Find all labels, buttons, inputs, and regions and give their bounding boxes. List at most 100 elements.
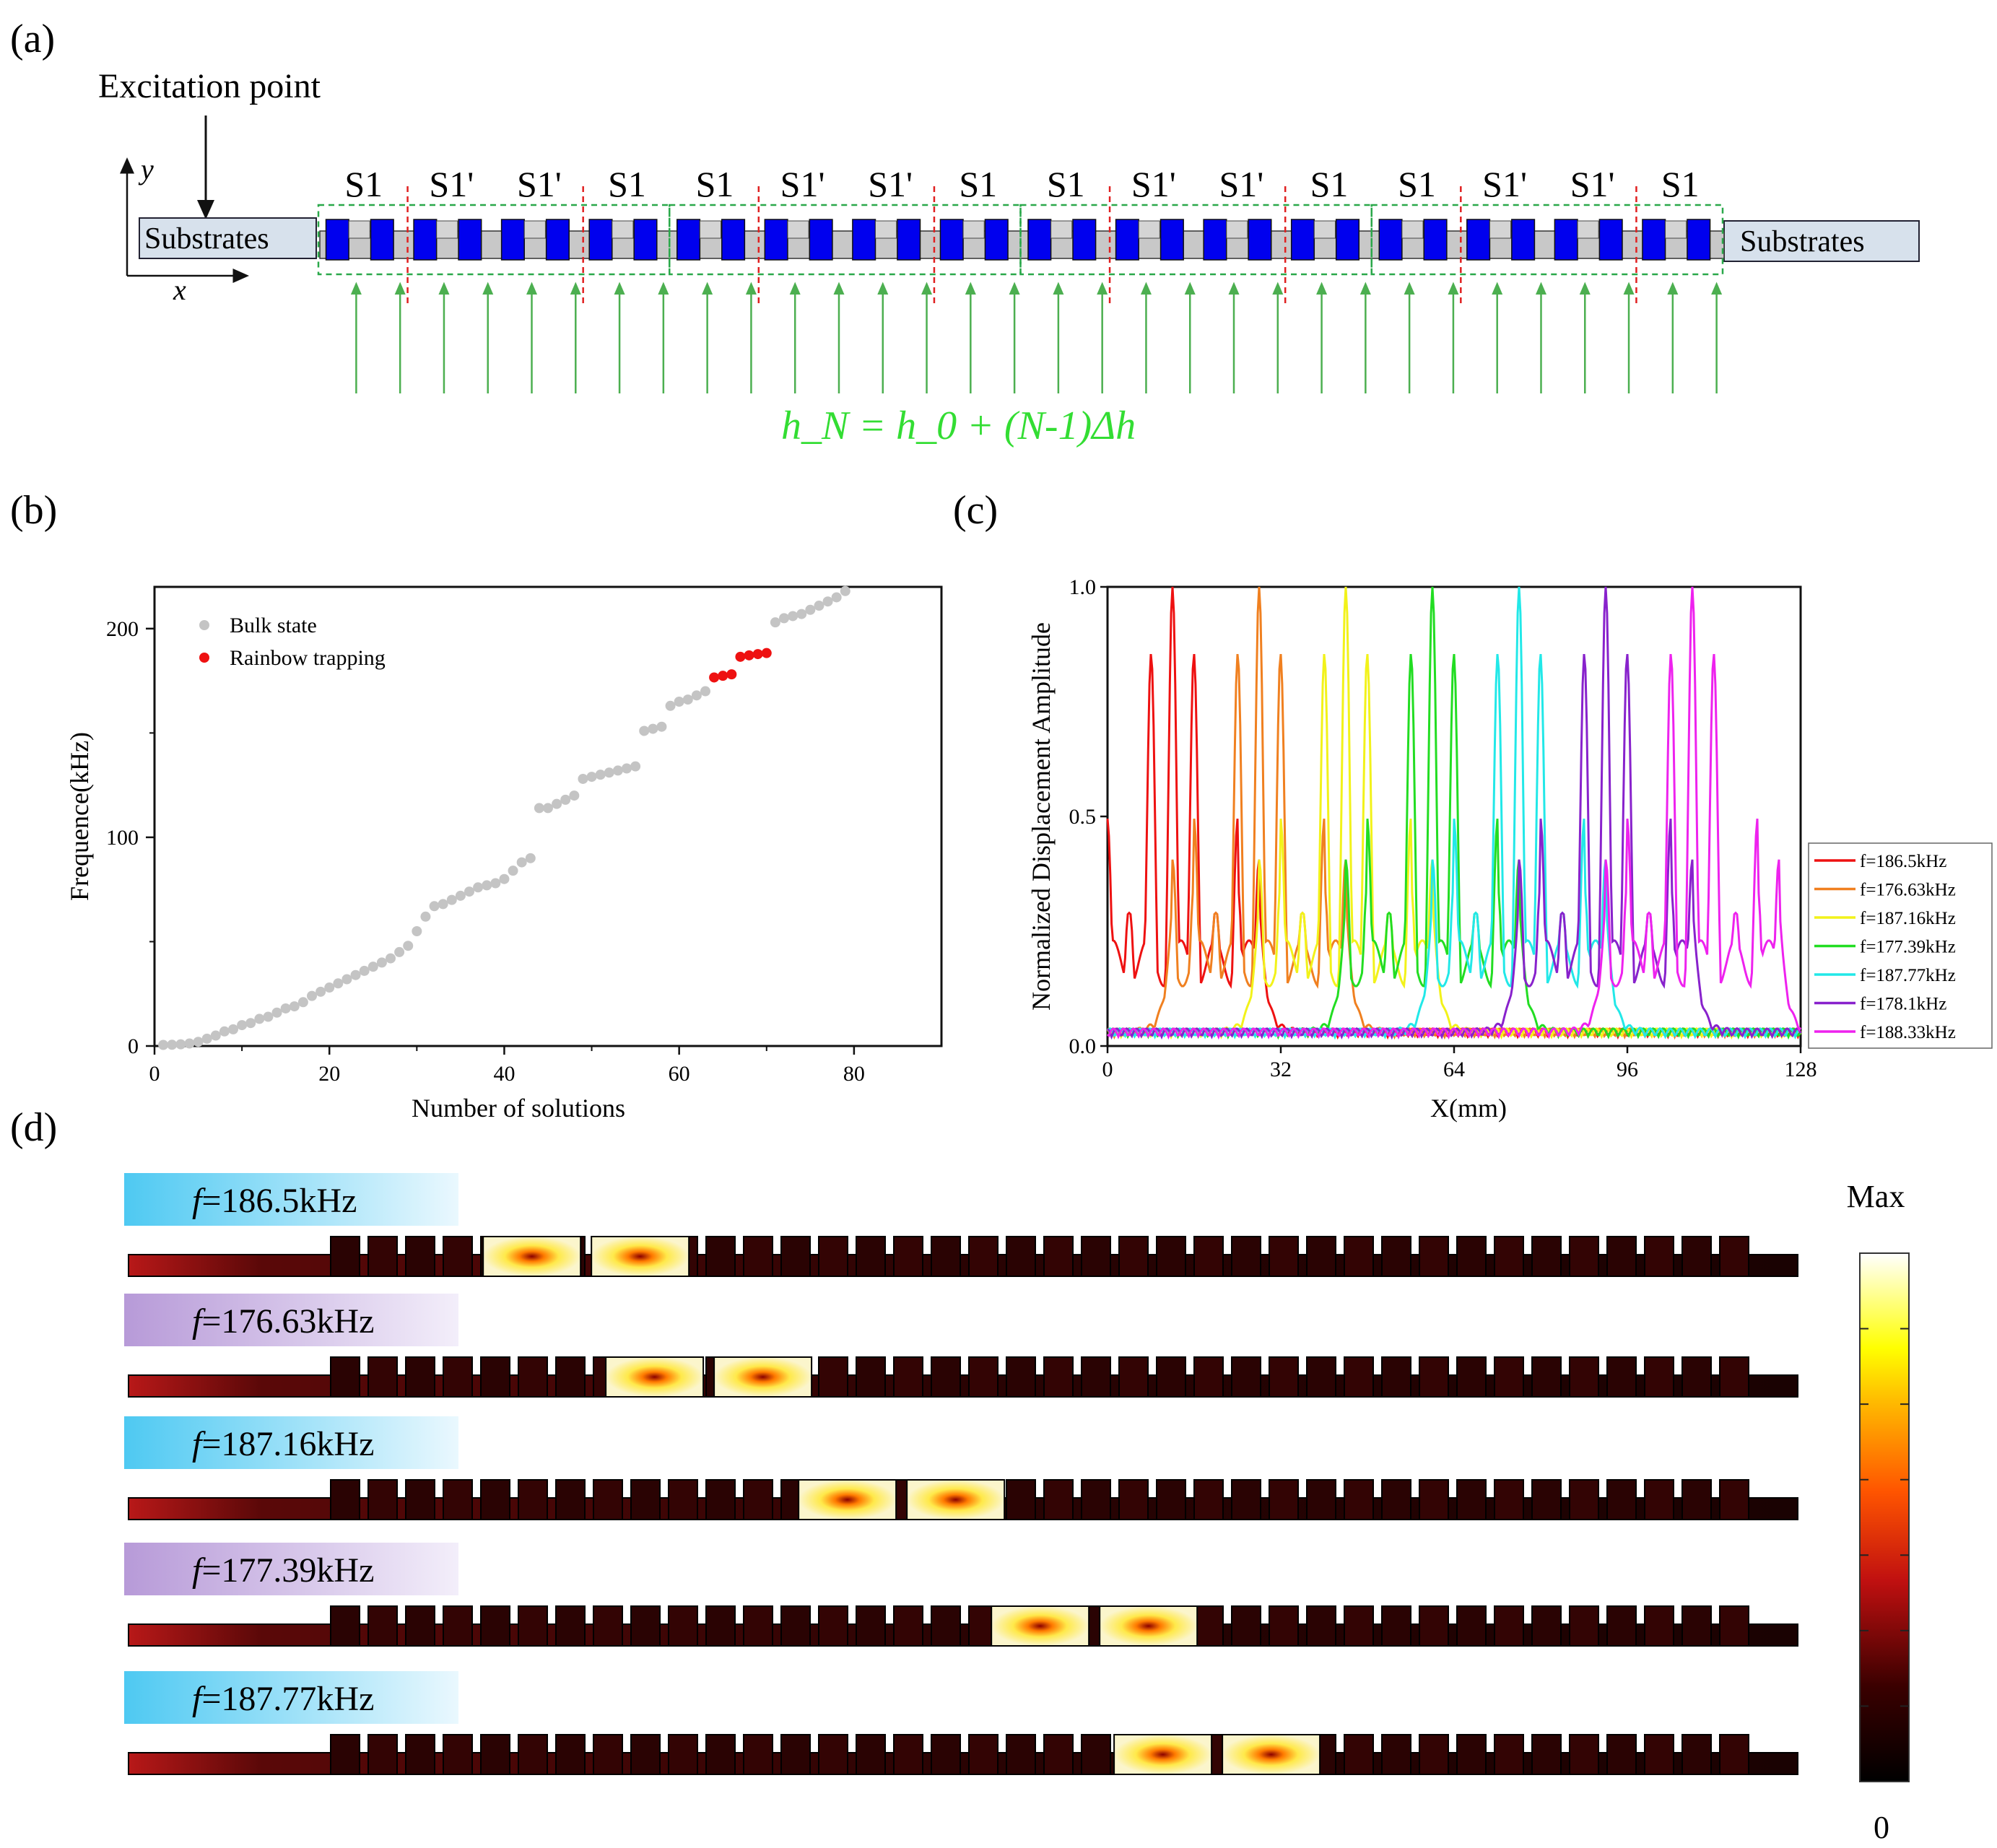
field-block [1531,1236,1562,1277]
bulk-point [280,1003,291,1014]
hot-region [1113,1734,1213,1775]
bulk-point [316,986,326,997]
substrate-left-label: Substrates [144,222,269,256]
field-block [593,1479,623,1520]
bulk-point [796,609,807,619]
hot-region [1222,1734,1321,1775]
field-block [405,1734,435,1775]
field-block [1269,1236,1299,1277]
stub [1665,220,1687,239]
field-block [405,1356,435,1398]
resonator-block [1248,219,1272,261]
field-block [1681,1479,1712,1520]
field-block [818,1356,848,1398]
resonator-block [458,219,482,261]
bulk-point [516,857,527,868]
substrate-right-label: Substrates [1740,225,1865,258]
field-block [593,1734,623,1775]
hot-region [991,1605,1090,1647]
bulk-point [350,969,361,980]
field-block [1456,1734,1487,1775]
frequency-tag: f=187.16kHz [192,1425,374,1463]
field-block [1156,1236,1186,1277]
stub [699,220,722,239]
field-block [893,1734,923,1775]
field-block [1419,1356,1449,1398]
field-block [443,1734,473,1775]
bulk-point [464,886,474,897]
field-block [630,1605,661,1647]
bulk-point [254,1014,265,1024]
field-block [367,1479,398,1520]
rainbow-point [709,672,720,683]
stub [1401,220,1424,239]
segment-label: S1' [1482,164,1527,204]
field-block [705,1605,736,1647]
rainbow-point [761,648,772,658]
bulk-point [228,1024,238,1034]
bulk-point [438,899,448,910]
segment-label: S1' [780,164,825,204]
field-block [1231,1236,1261,1277]
legend-c-entry: f=188.33kHz [1860,1023,1956,1042]
field-block [856,1605,886,1647]
field-block [1456,1236,1487,1277]
frequency-tag: f=187.77kHz [192,1680,374,1718]
segment-labels: S1 S1' S1' S1 S1 S1' S1' S1 S1 S1' S1' S1 S1 S1' S1' S1 [344,164,1699,204]
frequency-tag: f=176.63kHz [192,1302,374,1341]
field-block [931,1236,961,1277]
field-block [1494,1356,1524,1398]
bulk-point [674,697,684,707]
stub [348,220,370,239]
field-block [1006,1236,1036,1277]
field-block [480,1605,510,1647]
resonator-block [1423,219,1448,261]
hot-region [605,1356,705,1398]
field-block [555,1356,586,1398]
field-block [1569,1356,1599,1398]
colorbar: Max 0 [1847,1179,1910,1845]
bulk-point [525,853,536,863]
substrate-left [139,217,317,259]
bulk-point [622,763,632,774]
resonator-block [764,219,788,261]
stub [962,220,985,239]
field-block [443,1356,473,1398]
field-block [893,1356,923,1398]
field-block [1419,1479,1449,1520]
resonator-block [1554,219,1578,261]
field-block [367,1734,398,1775]
field-block [1193,1605,1224,1647]
x-tick-label: 32 [1270,1058,1292,1081]
resonator-block [897,219,921,261]
field-block [1344,1236,1374,1277]
bulk-point [482,880,492,891]
bulk-point [341,974,352,985]
field-block [443,1605,473,1647]
legend-c-entry: f=176.63kHz [1860,881,1956,900]
x-tick-label: 0 [149,1062,160,1086]
segment-label: S1 [1661,164,1700,204]
chart-c-ylabel: Normalized Displacement Amplitude [1027,622,1056,1011]
field-block [1043,1479,1074,1520]
bulk-point [219,1026,230,1037]
field-block [1681,1236,1712,1277]
resonator-block [545,219,570,261]
bulk-point [691,690,702,701]
frequency-tag-bg [124,1543,458,1595]
field-block [1606,1236,1637,1277]
segment-label: S1 [344,164,383,204]
resonator-block [633,219,658,261]
field-block [1156,1479,1186,1520]
stub [1050,220,1073,239]
resonator-block [984,219,1009,261]
field-block [1644,1734,1674,1775]
substrate-right [1723,220,1920,262]
bulk-point [604,767,614,778]
field-block [1156,1356,1186,1398]
stub [1313,220,1336,239]
bulk-point [412,926,422,936]
resonator-block [1203,219,1227,261]
resonator-block [1027,219,1052,261]
bulk-point [394,946,405,957]
